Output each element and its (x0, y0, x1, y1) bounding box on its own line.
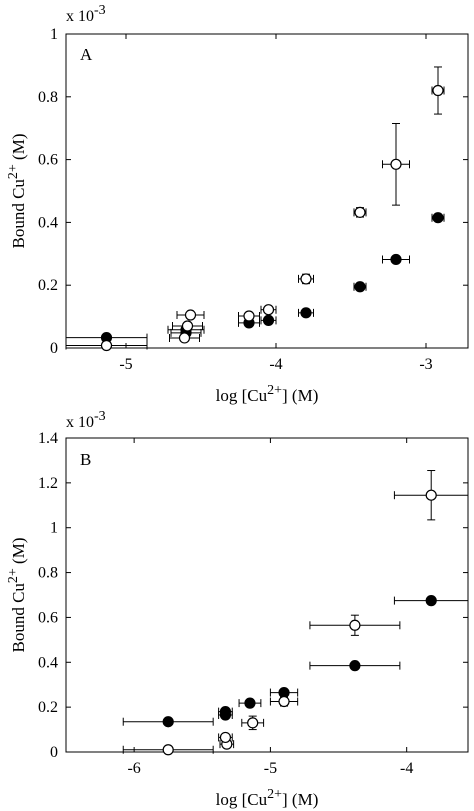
data-point-open (241, 715, 265, 731)
marker-filled (432, 212, 444, 224)
data-point-open (298, 273, 314, 285)
marker-open (184, 309, 197, 321)
data-point-open (122, 744, 214, 756)
y-tick-label: 0.2 (38, 699, 58, 716)
marker-filled (262, 314, 275, 326)
data-marks (122, 470, 469, 756)
data-point-open (309, 614, 401, 636)
data-marks (65, 66, 445, 352)
y-tick-label: 1 (50, 26, 58, 43)
data-point-filled (260, 314, 277, 326)
data-point-open (260, 304, 277, 316)
data-point-open (172, 320, 203, 332)
data-point-open (269, 695, 299, 708)
x-tick-label: -6 (127, 760, 140, 777)
y-tick-label: 0.8 (38, 565, 58, 582)
marker-open (181, 320, 194, 332)
data-point-open (218, 731, 233, 744)
axis-ticks: -6 -5 -4 0 0.2 0.4 0.6 0.8 1 1.2 1.4 (38, 430, 468, 777)
marker-open (354, 206, 366, 218)
data-point-open (65, 339, 148, 352)
data-point-open (353, 206, 367, 218)
y-tick-label: 0.8 (38, 89, 58, 106)
x-tick-label: -3 (419, 356, 432, 373)
panel-label: B (80, 450, 91, 469)
y-tick-label: 1.4 (38, 430, 58, 447)
x-axis-label: log [Cu2+] (M) (216, 787, 319, 809)
scale-factor: x 10-3 (66, 3, 106, 25)
data-point-filled (65, 332, 148, 344)
marker-filled (244, 697, 256, 709)
marker-open (100, 339, 113, 352)
x-tick-label: -5 (264, 760, 277, 777)
marker-open (247, 717, 259, 729)
x-tick-label: -4 (269, 356, 282, 373)
data-point-filled (238, 697, 262, 709)
data-point-filled (353, 281, 367, 293)
marker-open (390, 158, 402, 170)
data-point-filled (309, 660, 401, 672)
data-point-filled (382, 253, 410, 266)
x-axis-label: log [Cu2+] (M) (216, 383, 319, 405)
y-axis-label: Bound Cu2+ (M) (6, 537, 28, 652)
marker-filled (425, 595, 437, 607)
marker-open (278, 695, 290, 708)
scale-factor: x 10-3 (66, 409, 106, 431)
panel-a: -5 -4 -3 0 0.2 0.4 0.6 0.8 1 A x 10-3 log [Cu2+]… (6, 3, 469, 405)
marker-open (219, 731, 232, 744)
marker-open (243, 310, 255, 322)
plot-frame (65, 437, 469, 753)
data-point-filled (393, 595, 469, 607)
data-point-filled (431, 212, 445, 224)
marker-open (178, 332, 191, 344)
data-point-open (238, 310, 260, 322)
y-tick-label: 0.4 (38, 654, 58, 671)
y-tick-label: 1.2 (38, 475, 58, 492)
data-point-open (169, 332, 200, 344)
axis-ticks: -5 -4 -3 0 0.2 0.4 0.6 0.8 1 (38, 26, 468, 373)
y-tick-label: 0 (50, 340, 58, 357)
x-tick-label: -4 (400, 760, 413, 777)
marker-open (349, 619, 361, 631)
data-point-open (176, 309, 205, 321)
y-tick-label: 0.2 (38, 277, 58, 294)
marker-filled (349, 660, 361, 672)
marker-filled (219, 706, 232, 718)
plot-frame (65, 33, 469, 349)
marker-filled (354, 281, 366, 293)
marker-open (262, 304, 275, 316)
data-point-filled (122, 716, 214, 728)
y-axis-label: Bound Cu2+ (M) (6, 133, 28, 248)
y-tick-label: 0.4 (38, 214, 58, 231)
x-tick-label: -5 (119, 356, 132, 373)
marker-filled (300, 307, 312, 319)
data-point-open (382, 122, 410, 206)
y-tick-label: 0 (50, 744, 58, 761)
y-tick-label: 1 (50, 520, 58, 537)
marker-filled (390, 253, 402, 266)
data-point-open (431, 66, 445, 115)
y-tick-label: 0.6 (38, 152, 58, 169)
marker-open (162, 744, 174, 756)
marker-open (432, 84, 444, 97)
marker-filled (162, 716, 174, 728)
y-tick-label: 0.6 (38, 609, 58, 626)
panel-b: -6 -5 -4 0 0.2 0.4 0.6 0.8 1 1.2 1.4 B x 10-3 log … (6, 409, 469, 809)
data-point-filled (218, 706, 233, 718)
data-point-filled (298, 307, 314, 319)
panel-label: A (80, 45, 93, 64)
marker-open (425, 489, 437, 501)
marker-open (300, 273, 312, 285)
data-point-open (393, 470, 469, 521)
